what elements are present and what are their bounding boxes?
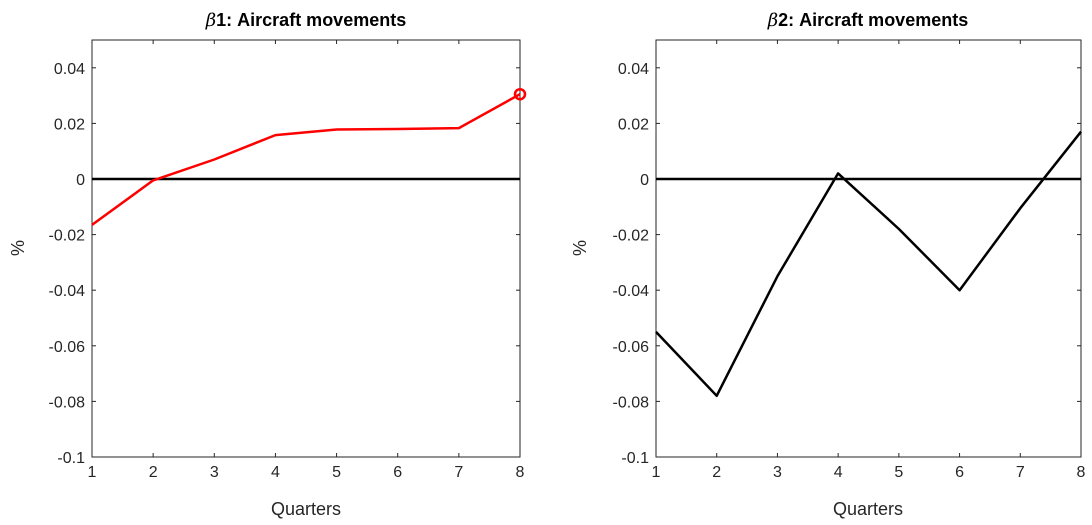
plot-area-1: 1 2 3 4 5 6 7 8 0.04 0.02 0 -0.02 -0.04 -0.06 -0.08 -0.… bbox=[49, 39, 527, 481]
x-tick-label: 2 bbox=[149, 464, 158, 481]
chart-panel-1: β1: Aircraft movements 1 2 3 4 5 6 7 8 0.04 0.02 0… bbox=[8, 10, 527, 519]
x-tick-label: 6 bbox=[955, 464, 964, 481]
x-tick-label: 8 bbox=[1077, 464, 1086, 481]
y-axis-label-1: % bbox=[8, 240, 28, 256]
x-tick-label: 5 bbox=[332, 464, 341, 481]
y-tick-label: -0.08 bbox=[49, 394, 86, 411]
y-tick-label: 0.04 bbox=[618, 61, 649, 78]
x-tick-label: 7 bbox=[454, 464, 463, 481]
x-tick-label: 1 bbox=[88, 464, 97, 481]
y-tick-label: -0.04 bbox=[613, 283, 650, 300]
x-tick-label: 1 bbox=[652, 464, 661, 481]
x-tick-label: 2 bbox=[712, 464, 721, 481]
x-axis-label-1: Quarters bbox=[271, 499, 341, 519]
chart-title-2: β2: Aircraft movements bbox=[767, 10, 968, 31]
y-tick-label: 0 bbox=[640, 172, 649, 189]
x-tick-label: 7 bbox=[1016, 464, 1025, 481]
x-tick-label: 3 bbox=[210, 464, 219, 481]
x-tick-label: 4 bbox=[834, 464, 843, 481]
plot-area-2: 1 2 3 4 5 6 7 8 0.04 0.02 0 -0.02 -0.04 -0.06 -0.08 -0.… bbox=[613, 39, 1086, 481]
y-tick-label: -0.06 bbox=[49, 339, 86, 356]
axes-box bbox=[655, 39, 1082, 458]
x-tick-label: 5 bbox=[894, 464, 903, 481]
x-tick-label: 4 bbox=[271, 464, 280, 481]
y-tick-label: -0.08 bbox=[613, 394, 650, 411]
y-tick-label: 0.02 bbox=[54, 116, 85, 133]
series-line bbox=[655, 130, 1082, 398]
y-tick-label: -0.1 bbox=[57, 450, 85, 467]
x-tick-label: 6 bbox=[393, 464, 402, 481]
axes-box bbox=[91, 39, 521, 458]
x-axis-label-2: Quarters bbox=[833, 499, 903, 519]
y-tick-label: 0.02 bbox=[618, 116, 649, 133]
y-tick-label: -0.1 bbox=[621, 450, 649, 467]
chart-panel-2: β2: Aircraft movements 1 2 3 4 5 6 7 8 0.04 0.02 0… bbox=[570, 10, 1086, 519]
series-line bbox=[91, 93, 521, 226]
y-tick-label: -0.02 bbox=[49, 228, 86, 245]
circle-marker bbox=[513, 87, 527, 101]
y-tick-label: -0.04 bbox=[49, 283, 86, 300]
y-tick-label: 0.04 bbox=[54, 61, 85, 78]
y-tick-label: 0 bbox=[76, 172, 85, 189]
y-axis-label-2: % bbox=[570, 240, 590, 256]
x-tick-label: 8 bbox=[516, 464, 525, 481]
x-tick-label: 3 bbox=[773, 464, 782, 481]
y-tick-label: -0.06 bbox=[613, 339, 650, 356]
chart-title-1: β1: Aircraft movements bbox=[205, 10, 406, 31]
y-tick-label: -0.02 bbox=[613, 228, 650, 245]
